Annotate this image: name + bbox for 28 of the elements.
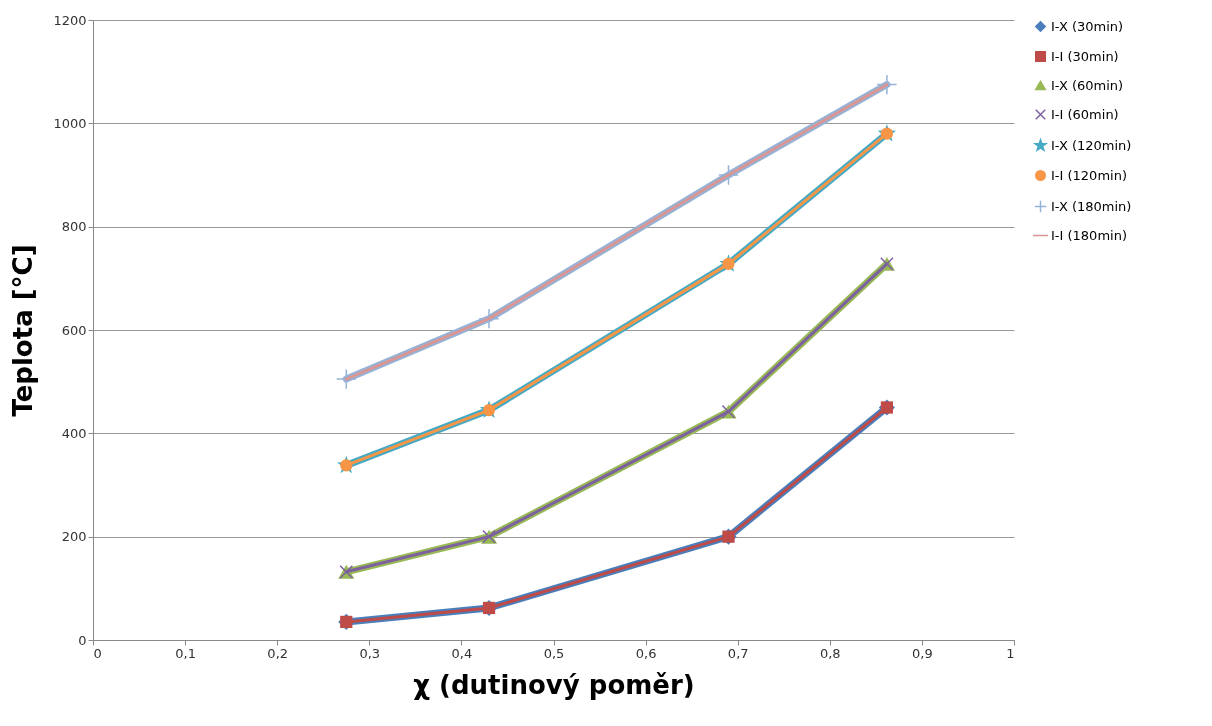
y-tick-label: 600 (61, 322, 87, 338)
x-tick-label: 0,8 (819, 645, 841, 661)
x-tick-label: 0,9 (912, 645, 933, 661)
legend-label: I-I (180min) (1051, 227, 1127, 243)
x-tick-label: 0 (93, 645, 102, 661)
legend-label: I-X (30min) (1051, 18, 1124, 34)
legend-label: I-I (30min) (1051, 48, 1119, 64)
x-tick-label: 0,2 (267, 645, 289, 661)
x-tick-label: 0,3 (359, 645, 381, 661)
legend-label: I-X (60min) (1051, 77, 1124, 93)
legend-label: I-X (180min) (1051, 198, 1132, 214)
x-tick-label: 0,4 (451, 645, 473, 661)
x-tick-label: 0,5 (543, 645, 565, 661)
x-tick-label: 0,6 (635, 645, 657, 661)
y-tick-label: 1000 (53, 115, 87, 131)
y-tick-label: 1200 (53, 12, 87, 28)
y-tick-label: 400 (61, 425, 87, 441)
y-tick-label: 200 (61, 529, 87, 545)
legend-label: I-X (120min) (1051, 137, 1132, 153)
x-tick-label: 0,7 (727, 645, 749, 661)
x-tick-label: 1 (1006, 645, 1015, 661)
y-axis-title: Teplota [°C] (8, 244, 39, 417)
legend-label: I-I (120min) (1051, 167, 1127, 183)
legend-label: I-I (60min) (1051, 106, 1119, 122)
x-tick-label: 0,1 (175, 645, 196, 661)
y-tick-label: 800 (61, 219, 87, 235)
y-tick-label: 0 (78, 632, 87, 648)
x-axis-title: χ (dutinový poměr) (413, 669, 695, 700)
